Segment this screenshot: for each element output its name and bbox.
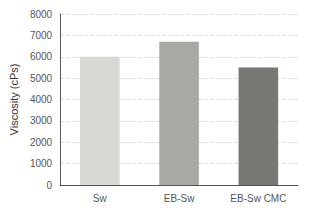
svg-text:6000: 6000 bbox=[30, 51, 53, 62]
svg-text:Viscosity (cPs): Viscosity (cPs) bbox=[8, 64, 20, 136]
svg-text:Sw: Sw bbox=[93, 193, 108, 204]
svg-text:5000: 5000 bbox=[30, 73, 53, 84]
svg-text:EB-Sw: EB-Sw bbox=[164, 193, 195, 204]
svg-text:1000: 1000 bbox=[30, 158, 53, 169]
svg-text:3000: 3000 bbox=[30, 115, 53, 126]
svg-text:0: 0 bbox=[47, 180, 53, 191]
svg-text:4000: 4000 bbox=[30, 94, 53, 105]
svg-text:7000: 7000 bbox=[30, 30, 53, 41]
svg-text:EB-Sw CMC: EB-Sw CMC bbox=[230, 193, 286, 204]
svg-text:2000: 2000 bbox=[30, 137, 53, 148]
svg-text:8000: 8000 bbox=[30, 9, 53, 20]
